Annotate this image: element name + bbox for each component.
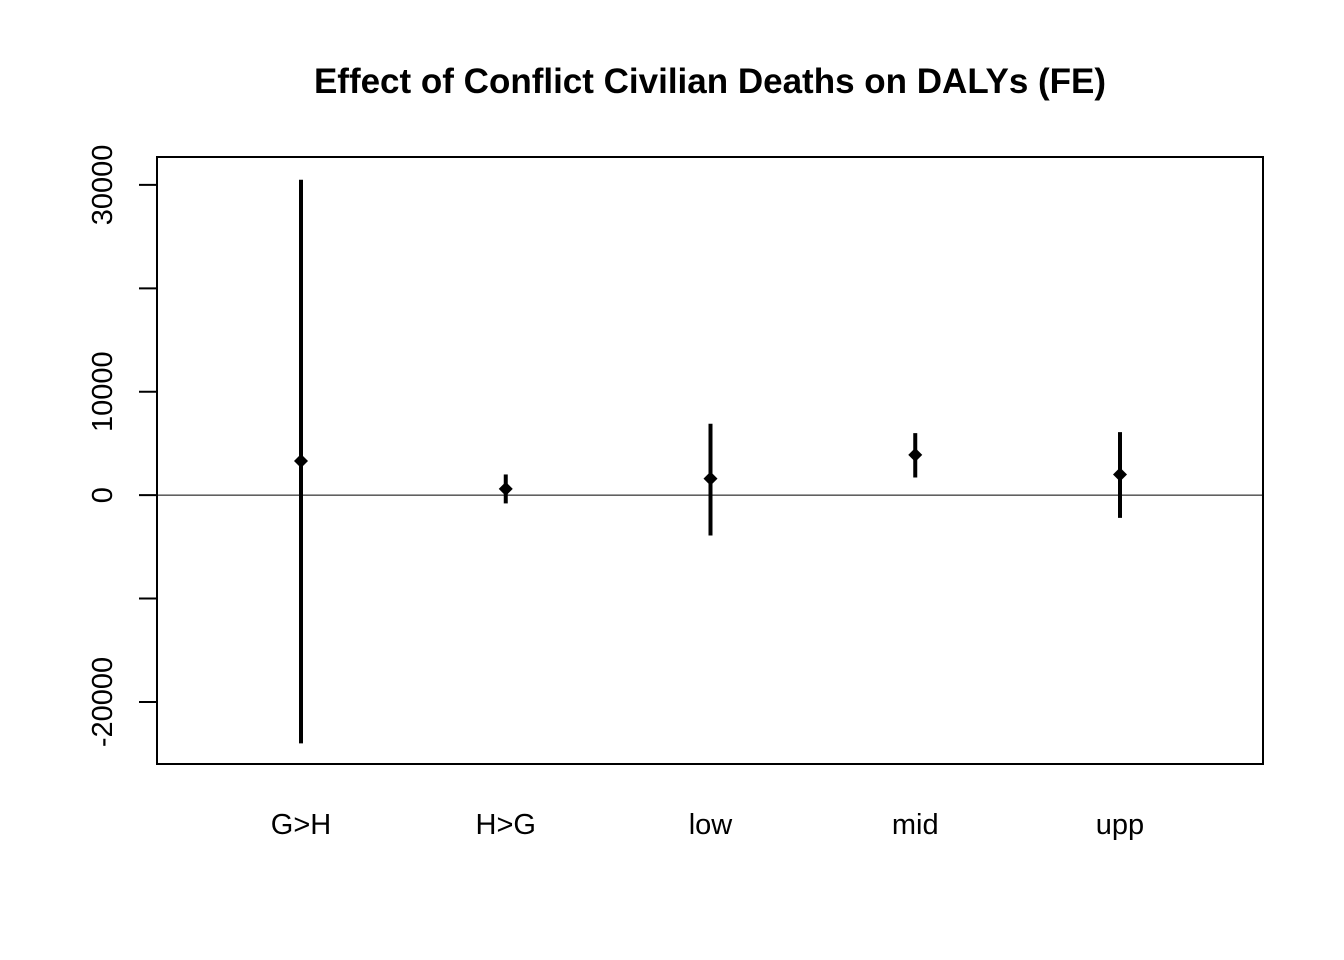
x-tick-label: H>G (476, 809, 536, 841)
y-tick-label: 30000 (87, 145, 119, 226)
x-tick-label: G>H (271, 809, 331, 841)
y-axis: -20000 0 10000 30000 (87, 145, 158, 747)
error-bars (294, 179, 1127, 744)
x-tick-label: mid (892, 809, 939, 841)
y-tick-label: 0 (87, 487, 119, 503)
estimate-point-H>G (498, 481, 513, 496)
estimate-point-G>H (294, 454, 308, 469)
estimate-point-mid (908, 447, 923, 462)
y-tick-label: -20000 (87, 657, 119, 747)
estimate-point-low (703, 471, 718, 486)
chart-title: Effect of Conflict Civilian Deaths on DA… (314, 62, 1106, 101)
x-axis: G>H H>G low mid upp (271, 809, 1144, 841)
estimate-point-upp (1113, 467, 1127, 482)
x-tick-label: upp (1096, 809, 1144, 841)
x-tick-label: low (689, 809, 734, 841)
y-tick-label: 10000 (87, 351, 119, 432)
